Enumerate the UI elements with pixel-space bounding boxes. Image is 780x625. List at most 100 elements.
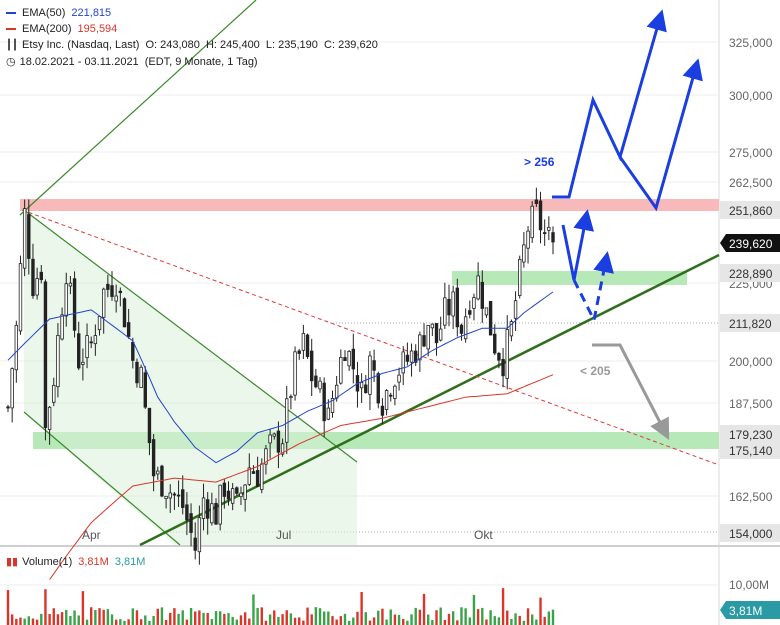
svg-text:154,000: 154,000 bbox=[729, 527, 773, 541]
volume-bar bbox=[273, 610, 276, 625]
candle-body bbox=[326, 407, 331, 420]
candle-body bbox=[77, 333, 81, 369]
volume-bar bbox=[431, 619, 434, 625]
candle-body bbox=[518, 258, 522, 296]
svg-text:239,620: 239,620 bbox=[729, 237, 773, 251]
candle-body bbox=[164, 495, 168, 500]
volume-bar bbox=[451, 611, 455, 625]
candle-body bbox=[264, 448, 268, 465]
price-tag: 211,820 bbox=[720, 314, 780, 332]
candle-body bbox=[31, 258, 35, 297]
candle-body bbox=[260, 463, 264, 490]
candle-body bbox=[343, 357, 347, 361]
candle-body bbox=[101, 288, 106, 318]
candle-body bbox=[185, 504, 189, 521]
volume-bar bbox=[289, 613, 293, 625]
volume-bar bbox=[123, 620, 126, 625]
volume-bar bbox=[285, 610, 288, 625]
candle-body bbox=[147, 407, 152, 444]
volume-bar bbox=[81, 591, 85, 625]
candle-body bbox=[534, 199, 539, 204]
volume-bar bbox=[231, 616, 234, 625]
volume-bar bbox=[356, 611, 359, 625]
candle-body bbox=[139, 366, 143, 389]
annotation-above-256: > 256 bbox=[524, 155, 555, 169]
volume-bar bbox=[402, 619, 405, 625]
y-tick-label: 325,000 bbox=[729, 36, 773, 50]
candle-body bbox=[39, 271, 43, 281]
volume-bar bbox=[335, 619, 338, 625]
descending-channel-fill bbox=[24, 210, 357, 545]
candle-body bbox=[52, 384, 56, 403]
volume-bar bbox=[40, 613, 43, 625]
volume-bar bbox=[210, 619, 214, 625]
volume-bar bbox=[385, 619, 388, 625]
volume-bar bbox=[535, 619, 538, 625]
price-candles bbox=[6, 187, 555, 565]
volume-bar bbox=[10, 614, 14, 625]
candle-body bbox=[6, 406, 10, 409]
bull-scenario-path-2 bbox=[618, 58, 703, 212]
candle-body bbox=[268, 434, 272, 444]
volume-bar bbox=[127, 619, 130, 625]
candle-body bbox=[339, 356, 343, 384]
volume-bar bbox=[69, 616, 72, 625]
candle-body bbox=[135, 361, 139, 384]
volume-bar bbox=[389, 609, 392, 625]
volume-bar bbox=[318, 608, 322, 625]
candle-body bbox=[493, 333, 497, 354]
volume-bar bbox=[539, 597, 542, 625]
volume-bar bbox=[439, 607, 442, 625]
volume-bar bbox=[119, 619, 122, 625]
candle-body bbox=[18, 263, 23, 332]
volume-bar bbox=[327, 611, 330, 625]
price-tag: 251,860 bbox=[720, 201, 780, 219]
candle-body bbox=[530, 205, 534, 239]
volume-bar bbox=[418, 609, 422, 625]
candle-body bbox=[276, 430, 281, 453]
candle-body bbox=[22, 208, 27, 269]
candle-body bbox=[405, 354, 410, 362]
volume-label: Volume(1) bbox=[22, 556, 73, 568]
volume-bar bbox=[360, 591, 363, 625]
candle-body bbox=[389, 394, 393, 397]
volume-bar bbox=[218, 611, 222, 625]
candle-body bbox=[143, 372, 147, 408]
resistance-zone bbox=[20, 199, 719, 211]
volume-bar bbox=[293, 617, 297, 625]
candle-body bbox=[526, 230, 530, 249]
candle-body bbox=[409, 350, 414, 363]
candle-body bbox=[131, 341, 135, 361]
volume-bar bbox=[447, 613, 451, 625]
candle-body bbox=[230, 488, 235, 504]
volume-bar bbox=[65, 609, 68, 625]
volume-bar bbox=[152, 616, 155, 625]
candle-body bbox=[68, 282, 73, 287]
candle-body bbox=[293, 351, 297, 396]
candle-body bbox=[301, 333, 306, 351]
legend-range: ◷ 18.02.2021 - 03.11.2021 (EDT, 9 Monate, … bbox=[6, 55, 258, 68]
volume-bar bbox=[27, 616, 31, 625]
ohlc-values: O: 243,080 H: 245,400 L: 235,190 C: 239,… bbox=[145, 39, 378, 51]
long-trend-line bbox=[19, 0, 257, 216]
candle-body bbox=[376, 373, 380, 404]
candle-body bbox=[314, 375, 318, 388]
volume-bar bbox=[102, 609, 105, 625]
volume-bar bbox=[456, 620, 459, 625]
range-detail: (EDT, 9 Monate, 1 Tag) bbox=[144, 56, 258, 68]
x-tick-label-jul: Jul bbox=[276, 528, 291, 542]
candle-body bbox=[239, 492, 243, 498]
volume-bar bbox=[144, 615, 147, 625]
candle-body bbox=[14, 324, 19, 371]
candle-body bbox=[181, 489, 185, 508]
candle-body bbox=[56, 334, 60, 388]
volume-bar bbox=[248, 618, 251, 625]
candle-body bbox=[226, 490, 231, 500]
candle-body bbox=[214, 502, 218, 525]
candle-body bbox=[172, 493, 177, 496]
price-tag-current: 239,620 bbox=[720, 234, 780, 252]
volume-bar bbox=[194, 611, 197, 625]
candle-body bbox=[322, 382, 326, 422]
volume-bar bbox=[397, 615, 401, 625]
volume-bar bbox=[185, 619, 189, 625]
